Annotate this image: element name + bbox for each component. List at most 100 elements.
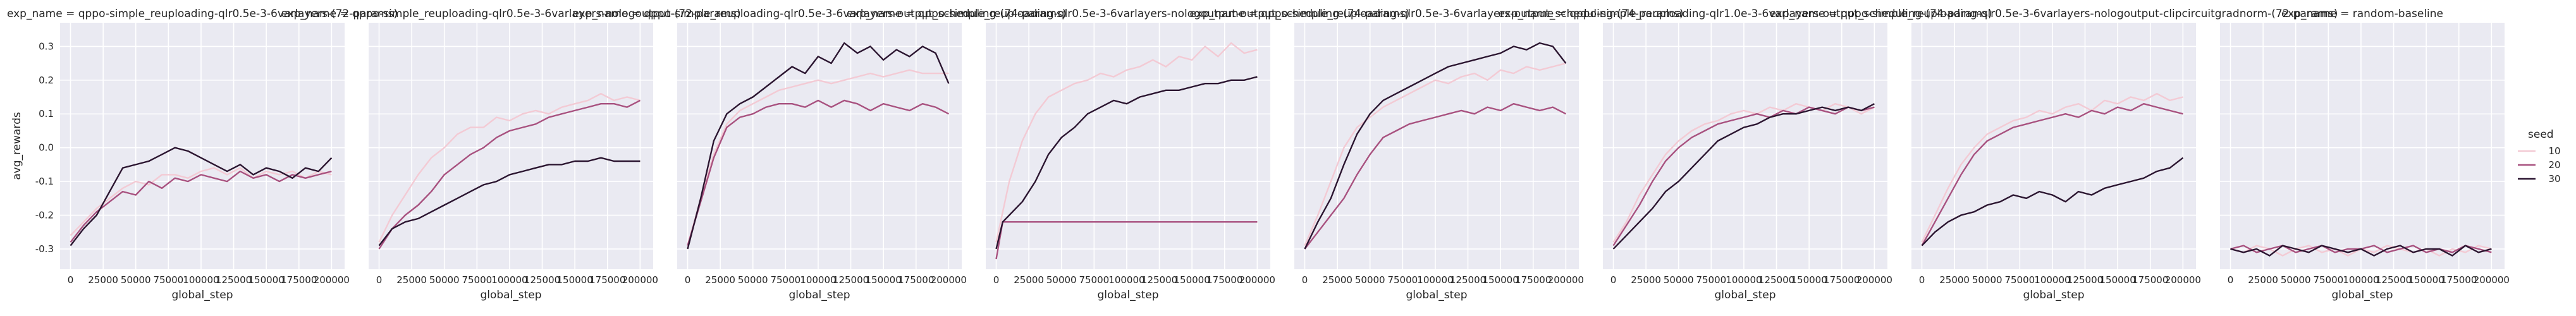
x-tick-label: 75000 — [2004, 274, 2035, 286]
y-tick-label: -0.3 — [35, 243, 54, 255]
x-tick-label: 150000 — [866, 274, 902, 286]
series-line-seed-30 — [995, 76, 1258, 250]
facet-panels: 0 25000 50000 75000 100000125000150000175000… — [7, 8, 2510, 301]
series-line-seed-10 — [378, 92, 641, 243]
x-tick-label: 200000 — [1856, 274, 1892, 286]
plot-area — [677, 23, 962, 269]
x-tick-label: 50000 — [1355, 274, 1385, 286]
series-line-seed-30 — [2230, 245, 2492, 257]
x-tick-label: 100000 — [1726, 274, 1762, 286]
x-tick-label: 125000 — [1758, 274, 1794, 286]
x-tick-label: 75000 — [153, 274, 183, 286]
y-tick-label: 0.0 — [39, 142, 54, 154]
series-line-seed-20 — [1612, 106, 1875, 246]
facet-title: exp_name = qppo-simple_reuploading-qlr0.… — [1189, 8, 1683, 20]
facet-title: exp_name = qppo-simple_reuploading-qlr0.… — [847, 8, 1409, 20]
facet-title: exp_name = qppo-simple_reuploading-qlr0.… — [281, 8, 740, 20]
x-tick-label: 75000 — [462, 274, 492, 286]
facet-panel-2: 0 25000 50000 75000 100000125000150000175000… — [281, 8, 740, 301]
series-line-seed-20 — [1304, 102, 1566, 250]
x-tick-label: 150000 — [1791, 274, 1827, 286]
x-tick-label: 100000 — [2343, 274, 2379, 286]
x-tick-label: 50000 — [121, 274, 151, 286]
series-line-seed-20 — [70, 170, 332, 243]
plot-area — [60, 23, 345, 269]
x-tick-label: 0 — [1610, 274, 1617, 286]
facet-title: exp_name = random-baseline — [2281, 8, 2443, 20]
plot-area — [1911, 23, 2196, 269]
x-axis-label: global_step — [2023, 289, 2084, 301]
x-tick-label: 75000 — [2313, 274, 2343, 286]
x-tick-label: 200000 — [931, 274, 967, 286]
y-tick-label: -0.2 — [35, 210, 54, 221]
x-tick-label: 125000 — [1141, 274, 1177, 286]
x-tick-label: 0 — [1302, 274, 1308, 286]
series-line-seed-30 — [1921, 157, 2184, 246]
x-tick-label: 125000 — [1450, 274, 1486, 286]
x-tick-label: 125000 — [2376, 274, 2412, 286]
x-tick-label: 100000 — [800, 274, 836, 286]
x-tick-label: 25000 — [1631, 274, 1661, 286]
plot-area — [986, 23, 1270, 269]
x-tick-label: 50000 — [1972, 274, 2003, 286]
x-tick-label: 150000 — [248, 274, 285, 286]
series-line-seed-10 — [995, 42, 1258, 243]
x-tick-label: 175000 — [1515, 274, 1551, 286]
legend-label: 10 — [2548, 145, 2560, 157]
facet-panel-6: 0 25000 50000 75000 100000125000150000175000… — [1498, 8, 1992, 301]
series-line-seed-30 — [1304, 42, 1567, 250]
series-line-seed-10 — [687, 69, 949, 246]
series-line-seed-30 — [687, 42, 950, 250]
x-tick-label: 150000 — [1483, 274, 1519, 286]
legend-title: seed — [2528, 128, 2554, 141]
y-tick-label: -0.1 — [35, 176, 54, 187]
series-line-seed-30 — [378, 157, 641, 246]
x-tick-label: 125000 — [2067, 274, 2103, 286]
legend-label: 20 — [2548, 159, 2560, 171]
x-tick-label: 125000 — [216, 274, 252, 286]
x-tick-label: 100000 — [2034, 274, 2070, 286]
x-tick-label: 75000 — [1696, 274, 1726, 286]
x-tick-label: 25000 — [705, 274, 735, 286]
y-tick-label: 0.1 — [39, 108, 54, 119]
y-tick-label: 0.2 — [39, 75, 54, 86]
x-axis-label: global_step — [171, 289, 233, 301]
x-tick-label: 50000 — [2281, 274, 2311, 286]
plot-area — [1294, 23, 1579, 269]
x-tick-label: 125000 — [833, 274, 869, 286]
x-tick-label: 100000 — [491, 274, 527, 286]
y-tick-label: 0.3 — [39, 40, 54, 52]
x-tick-label: 25000 — [396, 274, 427, 286]
x-tick-label: 0 — [376, 274, 383, 286]
series-line-seed-10 — [1612, 102, 1875, 243]
x-tick-label: 175000 — [281, 274, 317, 286]
x-axis-label: global_step — [1406, 289, 1467, 301]
plot-area — [1603, 23, 1887, 269]
x-tick-label: 25000 — [1939, 274, 1970, 286]
facet-panel-4: 0 25000 50000 75000 100000125000150000175000… — [847, 8, 1409, 301]
x-axis-label: global_step — [1714, 289, 1776, 301]
facet-panel-7: 0 25000 50000 75000 100000125000150000175000… — [1770, 8, 2338, 301]
x-tick-label: 175000 — [589, 274, 625, 286]
series-line-seed-20 — [1921, 102, 2183, 246]
x-tick-label: 0 — [2228, 274, 2234, 286]
x-tick-label: 100000 — [1417, 274, 1453, 286]
facet-title: exp_name = qppo-simple_reuploading-qlr0.… — [572, 8, 1066, 20]
series-line-seed-10 — [1304, 62, 1566, 246]
facet-title: exp_name = qppo-simple_reuploading-qlr0.… — [7, 8, 398, 20]
x-tick-label: 175000 — [898, 274, 934, 286]
series-line-seed-20 — [995, 221, 1258, 260]
x-tick-label: 25000 — [1322, 274, 1352, 286]
x-tick-label: 175000 — [2441, 274, 2477, 286]
x-tick-label: 50000 — [1664, 274, 1694, 286]
x-tick-label: 75000 — [1079, 274, 1109, 286]
x-tick-label: 50000 — [738, 274, 768, 286]
x-tick-label: 125000 — [524, 274, 560, 286]
x-tick-label: 150000 — [1174, 274, 1210, 286]
x-tick-label: 0 — [68, 274, 74, 286]
legend-label: 30 — [2548, 173, 2560, 185]
x-tick-label: 200000 — [2165, 274, 2201, 286]
facet-panel-8: 0 25000 50000 75000 100000125000150000175000… — [2220, 8, 2510, 301]
x-tick-label: 175000 — [1824, 274, 1860, 286]
